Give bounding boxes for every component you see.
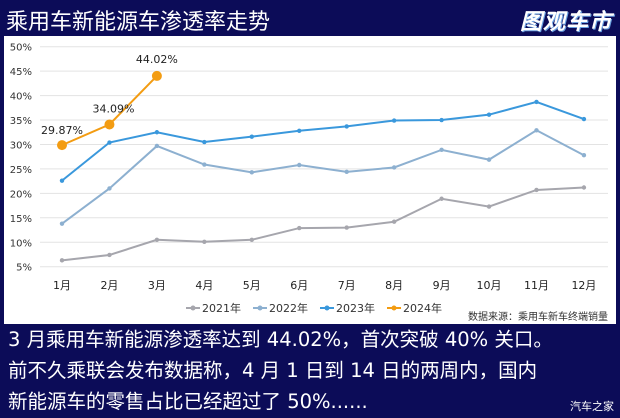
data-point <box>59 258 65 263</box>
caption-line: 新能源车的零售占比已经超过了 50%...... <box>8 390 368 413</box>
legend-marker <box>391 305 397 311</box>
data-point <box>154 130 160 135</box>
data-point <box>439 147 444 153</box>
x-tick-label: 12月 <box>571 279 596 292</box>
data-label: 34.09% <box>92 102 134 115</box>
data-point <box>534 128 539 133</box>
data-point <box>486 112 492 117</box>
x-tick-label: 7月 <box>338 279 356 292</box>
data-point <box>439 196 444 201</box>
y-tick-label: 15% <box>10 214 32 225</box>
data-point <box>344 225 349 230</box>
series-line <box>61 129 585 225</box>
y-tick-label: 30% <box>10 140 32 151</box>
y-tick-label: 45% <box>10 67 32 78</box>
legend-label: 2022年 <box>269 301 308 315</box>
data-point <box>486 204 492 209</box>
data-point <box>486 157 492 162</box>
chart-title: 乘用车新能源车渗透率走势 <box>6 10 271 35</box>
x-tick-label: 11月 <box>524 279 549 292</box>
legend-label: 2023年 <box>336 301 375 315</box>
data-point <box>534 187 539 193</box>
data-point <box>439 117 444 123</box>
data-point <box>297 128 302 133</box>
data-point <box>344 169 349 175</box>
data-point <box>249 170 254 175</box>
x-tick-label: 1月 <box>53 279 71 292</box>
data-point <box>59 221 65 226</box>
data-point <box>107 140 112 145</box>
x-tick-label: 4月 <box>195 279 213 292</box>
data-point <box>202 162 207 167</box>
data-point <box>344 124 349 129</box>
series-line <box>61 100 585 182</box>
legend-marker <box>324 305 330 311</box>
y-tick-label: 25% <box>10 165 32 176</box>
data-point <box>154 143 160 149</box>
x-tick-label: 8月 <box>385 279 403 292</box>
data-source: 数据来源：乘用车新车终端销量 <box>468 310 608 323</box>
data-point <box>297 225 302 231</box>
x-tick-label: 5月 <box>243 279 261 292</box>
data-point <box>154 237 160 243</box>
legend-label: 2021年 <box>202 301 241 315</box>
data-point <box>107 186 112 191</box>
legend-label: 2024年 <box>403 301 442 315</box>
data-point <box>581 185 587 190</box>
x-tick-label: 10月 <box>477 279 502 292</box>
data-point <box>202 239 207 244</box>
data-point <box>249 237 254 243</box>
legend-marker <box>257 305 263 311</box>
brand-logo: 图观车市 <box>519 10 612 35</box>
data-point <box>107 252 112 258</box>
x-tick-label: 6月 <box>290 279 308 292</box>
data-point <box>59 178 65 183</box>
x-tick-label: 9月 <box>433 279 451 292</box>
data-point <box>104 119 115 130</box>
y-tick-label: 20% <box>10 189 32 200</box>
data-point <box>534 99 539 105</box>
x-tick-label: 3月 <box>148 279 166 292</box>
y-tick-label: 35% <box>10 116 32 127</box>
watermark: 汽车之家 <box>570 400 614 413</box>
data-point <box>391 165 397 170</box>
chart-panel <box>4 36 616 324</box>
caption-line: 3 月乘用车新能源渗透率达到 44.02%，首次突破 40% 关口。 <box>8 328 553 351</box>
data-point <box>151 70 162 81</box>
y-tick-label: 50% <box>10 43 32 54</box>
y-tick-label: 5% <box>16 263 32 274</box>
series-line <box>61 186 585 262</box>
caption-line: 前不久乘联会发布数据称，4 月 1 日到 14 日的两周内，国内 <box>8 359 538 382</box>
caption: 3 月乘用车新能源渗透率达到 44.02%，首次突破 40% 关口。 前不久乘联… <box>8 324 618 417</box>
data-label: 29.87% <box>41 124 83 137</box>
data-point <box>202 139 207 145</box>
data-point <box>391 118 397 123</box>
data-point <box>249 134 254 139</box>
legend-marker <box>190 305 196 311</box>
x-tick-label: 2月 <box>100 279 118 292</box>
y-tick-label: 40% <box>10 92 32 103</box>
line-chart: 5% 10% 15% 20% 25% 30% 35% 40% 45% 50% 1月 2月 3月 4月 5月 6… <box>10 43 608 323</box>
data-label: 44.02% <box>136 53 178 66</box>
data-point <box>297 162 302 168</box>
data-point <box>581 153 587 158</box>
data-point <box>581 116 587 122</box>
y-tick-label: 10% <box>10 238 32 249</box>
data-point <box>391 219 397 224</box>
data-point <box>57 140 67 151</box>
